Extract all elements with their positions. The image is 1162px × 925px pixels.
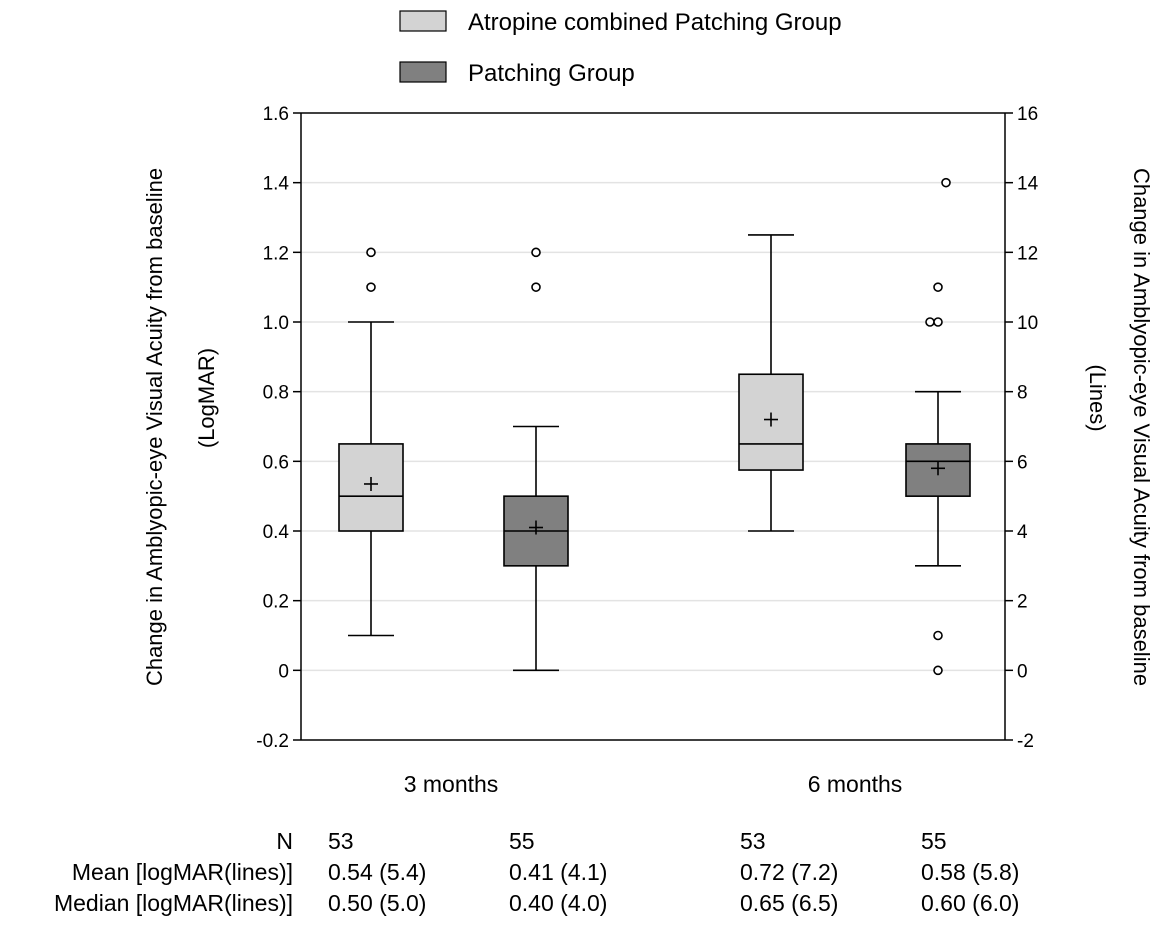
left-tick-label: 1.2 [263, 243, 289, 264]
right-tick-label: 8 [1017, 383, 1028, 404]
legend-swatch-patching [399, 61, 447, 83]
right-tick-label: 16 [1017, 104, 1038, 125]
left-tick-label: -0.2 [256, 731, 289, 752]
outlier-point [366, 282, 376, 292]
stats-mean-col1: 0.54 (5.4) [328, 859, 426, 885]
left-tick-label: 1.0 [263, 313, 289, 334]
right-tick-label: 6 [1017, 452, 1028, 473]
stats-mean-col4: 0.58 (5.8) [921, 859, 1019, 885]
left-axis-ticks: -0.2 0 0.2 0.4 0.6 0.8 1.0 1.2 1.4 1.6 [256, 104, 301, 752]
right-tick-label: 0 [1017, 661, 1028, 682]
category-label-3-months: 3 months [404, 771, 499, 797]
right-axis-title-line2: (Lines) [1085, 364, 1110, 431]
stats-row-label-median: Median [logMAR(lines)] [54, 890, 293, 916]
outlier-point [933, 317, 943, 327]
box-2 [503, 247, 569, 672]
right-tick-label: 12 [1017, 243, 1038, 264]
box-4 [905, 177, 971, 676]
outlier-point [531, 282, 541, 292]
right-tick-label: 10 [1017, 313, 1038, 334]
stats-row-label-mean: Mean [logMAR(lines)] [72, 859, 293, 885]
right-axis-title-line1: Change in Amblyopic-eye Visual Acuity fr… [1129, 168, 1154, 686]
legend-swatch-atropine [399, 10, 447, 32]
stats-n-col2: 55 [509, 828, 535, 854]
left-axis-title-line1: Change in Amblyopic-eye Visual Acuity fr… [142, 168, 167, 686]
right-axis-ticks: -2 0 2 4 6 8 10 12 14 16 [1005, 104, 1039, 752]
stats-n-col4: 55 [921, 828, 947, 854]
outlier-point [925, 317, 935, 327]
legend: Atropine combined Patching Group Patchin… [399, 9, 842, 87]
left-tick-label: 0.2 [263, 592, 289, 613]
stats-table: N Mean [logMAR(lines)] Median [logMAR(li… [54, 828, 1019, 916]
outlier-point [366, 247, 376, 258]
right-tick-label: 2 [1017, 592, 1028, 613]
stats-n-col3: 53 [740, 828, 766, 854]
right-tick-label: 14 [1017, 174, 1039, 195]
stats-median-col1: 0.50 (5.0) [328, 890, 426, 916]
gridlines [301, 181, 1005, 672]
legend-label-patching: Patching Group [468, 60, 635, 87]
left-tick-label: 0 [278, 661, 289, 682]
left-tick-label: 1.4 [263, 174, 290, 195]
left-tick-label: 0.6 [263, 452, 289, 473]
outlier-point [933, 665, 943, 676]
left-axis-title-line2: (LogMAR) [194, 348, 219, 448]
outlier-point [941, 177, 951, 188]
right-tick-label: 4 [1017, 522, 1028, 543]
outlier-point [531, 247, 541, 258]
box-plots [338, 177, 971, 676]
stats-median-col3: 0.65 (6.5) [740, 890, 838, 916]
left-tick-label: 1.6 [263, 104, 289, 125]
stats-n-col1: 53 [328, 828, 354, 854]
box-1 [338, 247, 404, 637]
stats-row-label-n: N [276, 828, 293, 854]
right-tick-label: -2 [1017, 731, 1034, 752]
outlier-point [933, 282, 943, 292]
stats-median-col4: 0.60 (6.0) [921, 890, 1019, 916]
left-tick-label: 0.8 [263, 383, 289, 404]
stats-median-col2: 0.40 (4.0) [509, 890, 607, 916]
stats-mean-col3: 0.72 (7.2) [740, 859, 838, 885]
legend-label-atropine: Atropine combined Patching Group [468, 9, 842, 36]
stats-mean-col2: 0.41 (4.1) [509, 859, 607, 885]
left-tick-label: 0.4 [263, 522, 290, 543]
box-3 [738, 234, 804, 532]
category-label-6-months: 6 months [808, 771, 903, 797]
outlier-point [933, 630, 943, 641]
